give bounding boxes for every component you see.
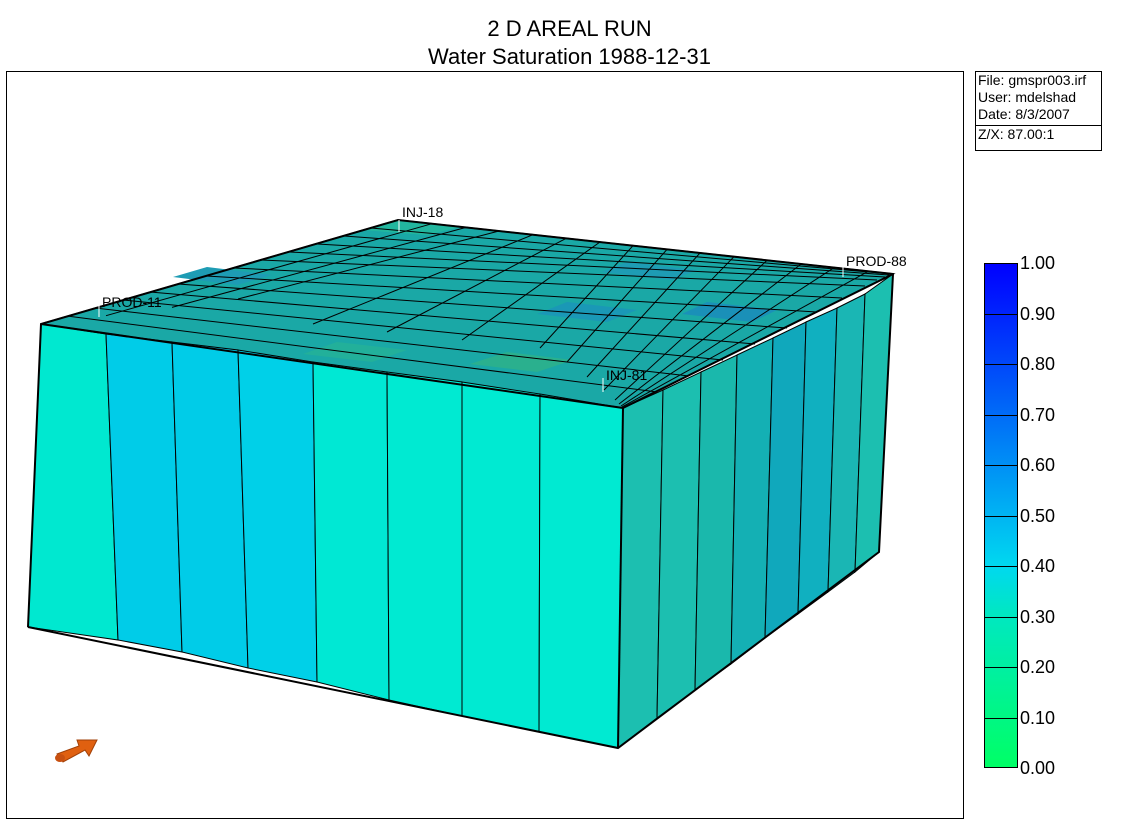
color-scale-label: 0.60 [1020, 455, 1056, 475]
top-cell [470, 352, 573, 372]
user-name: User: mdelshad [978, 89, 1077, 105]
front-column [461, 381, 541, 733]
block-edge [617, 407, 624, 749]
front-column [171, 341, 249, 669]
color-scale-tick [984, 566, 1018, 567]
front-column [386, 371, 463, 717]
color-scale-label: 0.70 [1020, 404, 1056, 425]
plot-subtitle: Water Saturation 1988-12-31 [428, 44, 711, 69]
block-edge [622, 273, 894, 409]
color-scale-label: 0.30 [1020, 606, 1056, 627]
color-scale-tick [984, 617, 1018, 618]
front-column [312, 361, 390, 701]
front-column [27, 323, 119, 641]
color-scale-label: 0.80 [1020, 354, 1056, 374]
side-column [656, 371, 702, 720]
color-scale-bar [984, 263, 1018, 768]
color-scale-tick [984, 667, 1018, 668]
run-date: Date: 8/3/2007 [978, 106, 1070, 122]
block-edge [40, 323, 624, 409]
orientation-arrow-icon[interactable] [55, 739, 98, 763]
color-scale-label: 0.90 [1020, 303, 1056, 324]
top-cell [682, 302, 777, 322]
zx-ratio: Z/X: 87.00:1 [976, 125, 1101, 143]
well-label: INJ-18 [402, 204, 443, 220]
color-scale-label: 0.50 [1020, 505, 1056, 526]
front-column [538, 393, 624, 749]
reservoir-grid-view: INJ-18 PROD-11 PROD-88 INJ-81 [27, 204, 907, 763]
well-label: INJ-81 [606, 367, 647, 383]
file-name: File: gmspr003.irf [978, 72, 1087, 88]
well-producer-11[interactable]: PROD-11 [98, 294, 162, 317]
color-scale-tick [984, 718, 1018, 719]
color-scale-label: 1.00 [1020, 253, 1056, 273]
top-cell [173, 267, 272, 285]
color-scale-tick [984, 516, 1018, 517]
3d-viewport[interactable]: INJ-18 PROD-11 PROD-88 INJ-81 [6, 71, 964, 819]
side-column [617, 389, 664, 750]
front-column [237, 349, 318, 683]
color-scale-tick [984, 465, 1018, 466]
front-column [105, 333, 183, 653]
well-producer-88[interactable]: PROD-88 [842, 253, 907, 277]
side-column [694, 354, 738, 691]
well-injector-18[interactable]: INJ-18 [398, 204, 443, 232]
top-cell [602, 262, 697, 280]
color-scale-tick [984, 314, 1018, 315]
front-face [27, 323, 624, 749]
well-label: PROD-11 [102, 294, 162, 310]
color-scale-label: 0.40 [1020, 556, 1056, 576]
color-scale-tick [984, 415, 1018, 416]
top-grid-lines [66, 223, 892, 408]
color-scale-label: 0.20 [1020, 657, 1056, 677]
color-scale-label: 0.10 [1020, 707, 1056, 728]
top-cell [303, 342, 407, 362]
well-injector-81[interactable]: INJ-81 [602, 367, 647, 392]
file-info-box: File: gmspr003.irf User: mdelshad Date: … [975, 71, 1102, 151]
plot-title: 2 D AREAL RUN [487, 16, 652, 41]
color-scale-tick [984, 364, 1018, 365]
color-scale-label: 0.00 [1020, 758, 1056, 778]
top-cell [537, 302, 637, 322]
well-label: PROD-88 [846, 253, 907, 269]
